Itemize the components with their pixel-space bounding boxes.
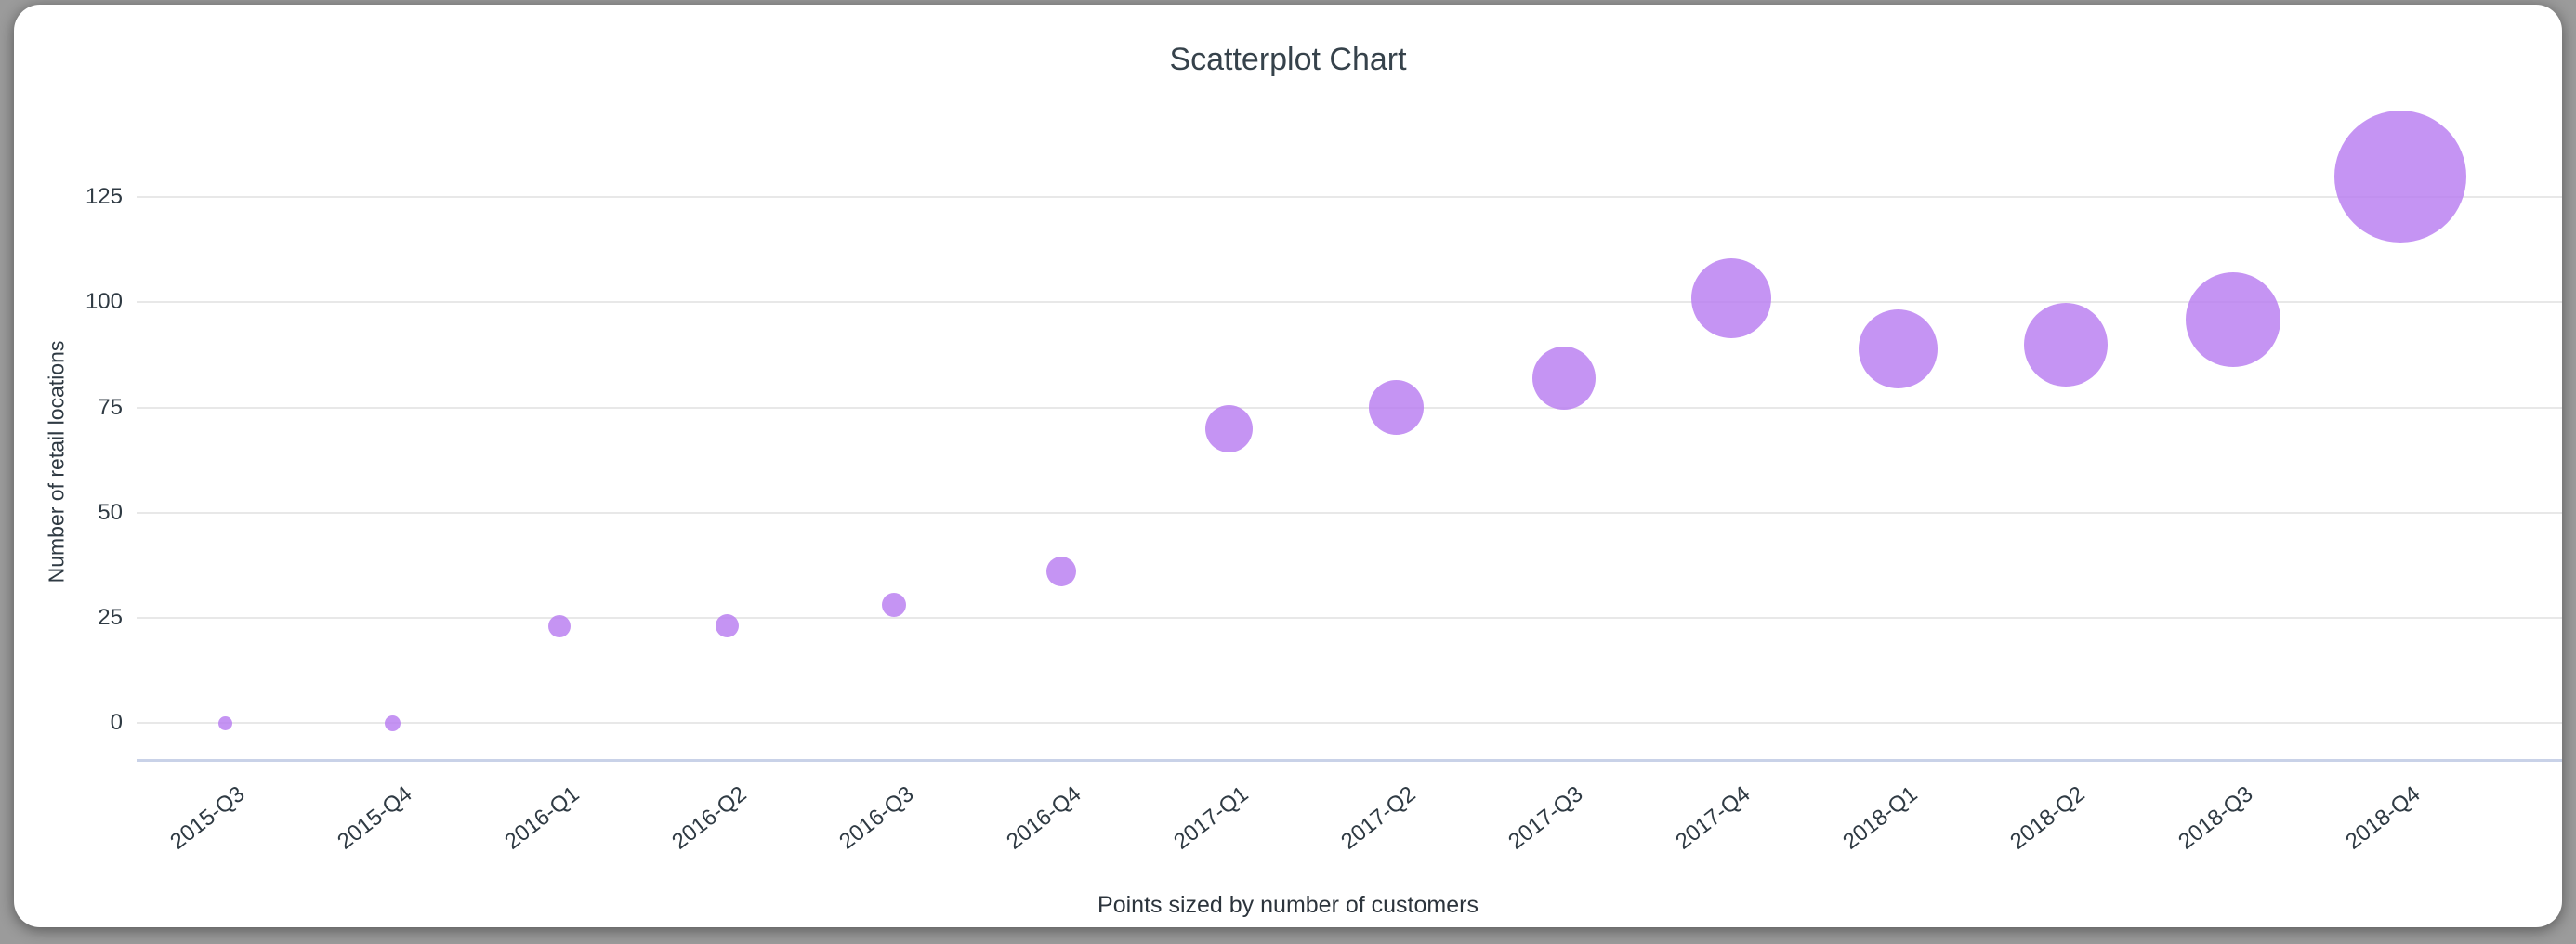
y-tick-label: 50 — [98, 499, 123, 525]
y-tick-label: 125 — [85, 184, 123, 210]
x-tick-label: 2017-Q3 — [1504, 780, 1588, 855]
x-tick-label: 2018-Q3 — [2173, 780, 2257, 855]
data-point-bubble[interactable] — [715, 614, 739, 638]
x-tick-label: 2018-Q1 — [1838, 780, 1923, 855]
data-point-bubble[interactable] — [384, 715, 401, 731]
data-point-bubble[interactable] — [548, 614, 572, 637]
data-point-bubble[interactable] — [1046, 557, 1077, 587]
y-tick-label: 0 — [110, 710, 123, 735]
data-point-bubble[interactable] — [1690, 257, 1771, 338]
gridline — [137, 722, 2562, 724]
data-point-bubble[interactable] — [2023, 302, 2108, 387]
data-point-bubble[interactable] — [1369, 380, 1425, 436]
data-point-bubble[interactable] — [1859, 308, 1939, 388]
plot-area: 0 25 50 75 100 125 2015-Q3 2015-Q4 2016-Q1 2016-Q… — [14, 5, 2562, 927]
gridline — [137, 301, 2562, 304]
x-tick-label: 2016-Q1 — [499, 780, 585, 855]
data-point-bubble[interactable] — [1531, 346, 1596, 410]
data-point-bubble[interactable] — [1204, 404, 1253, 452]
gridline — [137, 616, 2562, 619]
x-tick-label: 2018-Q4 — [2340, 780, 2425, 855]
x-tick-label: 2018-Q2 — [2005, 780, 2090, 855]
y-tick-label: 25 — [98, 604, 123, 630]
gridline — [137, 511, 2562, 514]
x-tick-label: 2016-Q3 — [835, 780, 919, 855]
data-point-bubble[interactable] — [2185, 271, 2280, 367]
x-tick-label: 2015-Q4 — [332, 780, 417, 855]
gridline — [137, 196, 2562, 199]
data-point-bubble[interactable] — [2334, 110, 2467, 243]
x-tick-label: 2015-Q3 — [164, 780, 250, 855]
gridline — [137, 406, 2562, 409]
y-tick-label: 100 — [85, 289, 123, 315]
data-point-bubble[interactable] — [882, 593, 907, 618]
chart-title: Scatterplot Chart — [1169, 42, 1407, 77]
y-tick-label: 75 — [98, 394, 123, 420]
chart-card: Scatterplot Chart Number of retail locat… — [14, 5, 2562, 927]
x-tick-label: 2017-Q2 — [1336, 780, 1421, 855]
x-tick-label: 2017-Q4 — [1671, 780, 1755, 855]
x-tick-label: 2016-Q4 — [1002, 780, 1086, 855]
x-axis-line — [137, 759, 2562, 762]
x-axis-caption: Points sized by number of customers — [1097, 892, 1479, 918]
x-tick-label: 2016-Q2 — [667, 780, 752, 855]
x-tick-label: 2017-Q1 — [1169, 780, 1254, 855]
data-point-bubble[interactable] — [217, 715, 232, 730]
